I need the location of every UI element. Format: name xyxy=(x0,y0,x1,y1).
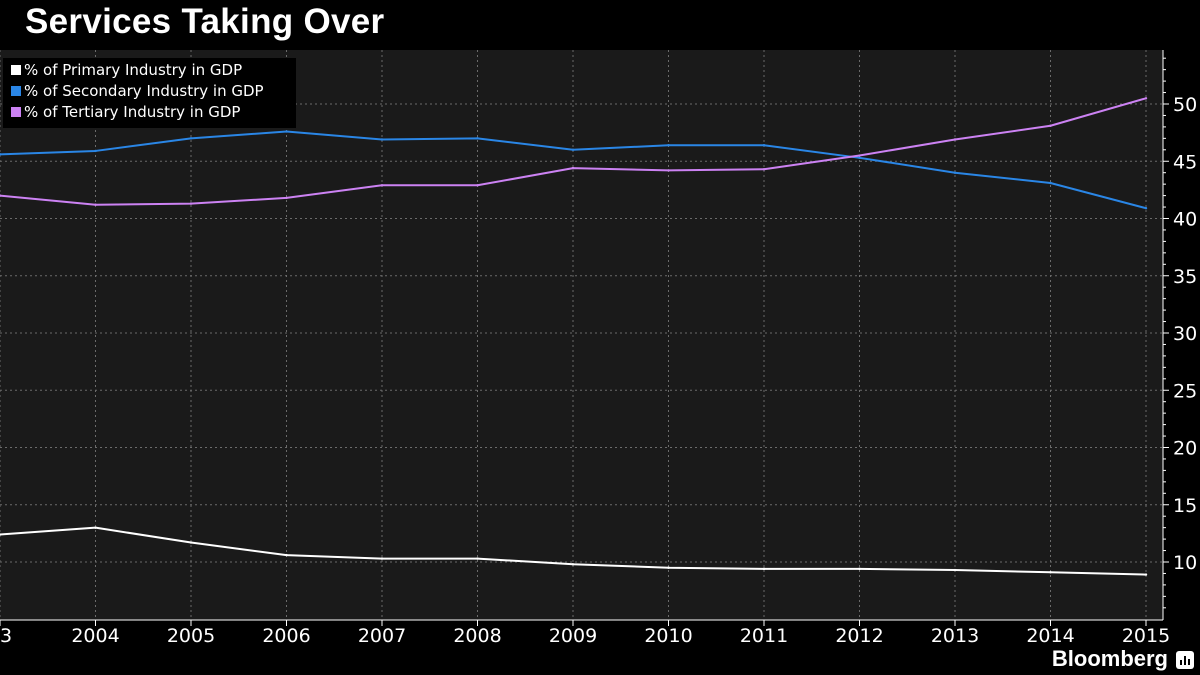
x-tick-label: 2010 xyxy=(644,625,692,647)
data-point xyxy=(953,138,957,141)
x-tick-label: 2009 xyxy=(549,625,597,647)
legend-item: % of Tertiary Industry in GDP xyxy=(11,102,240,122)
y-tick-label: 15 xyxy=(1173,495,1197,517)
legend-item: % of Secondary Industry in GDP xyxy=(11,81,264,101)
data-point xyxy=(380,557,384,560)
data-point xyxy=(0,533,2,536)
data-point xyxy=(1144,573,1148,576)
data-point xyxy=(476,137,479,140)
x-tick-label: 2007 xyxy=(358,625,406,647)
data-point xyxy=(285,130,288,133)
data-point xyxy=(762,168,766,171)
data-point xyxy=(189,137,193,140)
plot-area xyxy=(0,50,1163,620)
data-point xyxy=(380,184,384,187)
x-tick-label: 2012 xyxy=(835,625,883,647)
data-point xyxy=(285,553,288,557)
data-point xyxy=(858,156,861,160)
x-tick-label: 2014 xyxy=(1026,625,1074,647)
data-point xyxy=(858,567,861,571)
y-tick-label: 30 xyxy=(1173,323,1197,345)
data-point xyxy=(1144,206,1148,210)
data-point xyxy=(94,526,97,529)
y-tick-label: 45 xyxy=(1173,151,1197,173)
data-point xyxy=(1144,97,1148,100)
data-point xyxy=(476,557,479,560)
y-tick-label: 20 xyxy=(1173,438,1197,460)
legend-label: % of Primary Industry in GDP xyxy=(24,61,243,79)
bloomberg-logo: Bloomberg xyxy=(1051,646,1168,671)
x-tick-label: 2004 xyxy=(71,625,119,647)
data-point xyxy=(667,144,670,147)
legend-swatch xyxy=(11,107,21,117)
data-point xyxy=(953,171,957,174)
data-point xyxy=(571,563,575,566)
data-point xyxy=(571,148,575,151)
y-tick-label: 10 xyxy=(1173,552,1197,574)
data-point xyxy=(953,568,957,572)
data-point xyxy=(285,196,288,200)
chart-title: Services Taking Over xyxy=(25,2,385,41)
data-point xyxy=(1049,571,1052,574)
data-point xyxy=(1049,124,1052,127)
legend-swatch xyxy=(11,86,21,96)
data-point xyxy=(380,138,384,141)
legend-item: % of Primary Industry in GDP xyxy=(11,60,242,80)
data-point xyxy=(667,169,670,172)
legend-label: % of Tertiary Industry in GDP xyxy=(24,103,241,121)
data-point xyxy=(0,194,2,197)
x-tick-label: 2015 xyxy=(1122,625,1170,647)
legend-swatch xyxy=(11,65,21,75)
y-tick-label: 40 xyxy=(1173,209,1197,231)
data-point xyxy=(0,153,2,156)
data-point xyxy=(858,154,861,157)
x-tick-label: 2011 xyxy=(740,625,788,647)
data-point xyxy=(571,166,575,170)
data-point xyxy=(667,566,670,569)
y-tick-label: 50 xyxy=(1173,94,1197,116)
data-point xyxy=(762,567,766,571)
y-tick-label: 35 xyxy=(1173,266,1197,288)
x-tick-label: 03 xyxy=(0,625,12,647)
data-point xyxy=(476,184,479,187)
x-tick-label: 2005 xyxy=(167,625,215,647)
legend-label: % of Secondary Industry in GDP xyxy=(24,82,264,100)
data-point xyxy=(762,144,766,147)
data-point xyxy=(94,203,97,206)
chart-legend: % of Primary Industry in GDP % of Seconda… xyxy=(3,58,296,128)
y-tick-label: 25 xyxy=(1173,380,1197,402)
bloomberg-chart-icon xyxy=(1176,651,1194,669)
data-point xyxy=(94,149,97,153)
data-point xyxy=(189,202,193,205)
data-point xyxy=(189,541,193,544)
x-tick-label: 2008 xyxy=(453,625,501,647)
x-tick-label: 2006 xyxy=(262,625,310,647)
data-point xyxy=(1049,181,1052,185)
x-tick-label: 2013 xyxy=(931,625,979,647)
